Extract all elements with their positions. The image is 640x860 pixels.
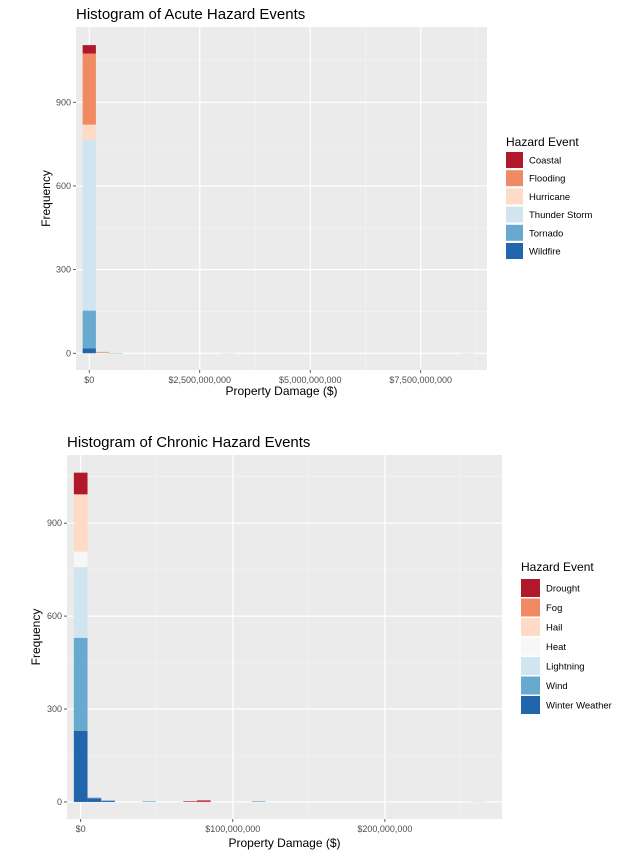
plot-panel [67, 455, 502, 819]
x-tick-label: $100,000,000 [205, 824, 260, 834]
bar-winter-weather-bin-0 [73, 730, 88, 802]
legend: Hazard Event Drought Fog Hail Heat Lightning W… [521, 560, 612, 714]
bar-wildfire-bin-0 [82, 348, 96, 354]
legend-label-drought: Drought [546, 584, 580, 595]
bar-drought-bin-0 [73, 472, 88, 495]
y-tick-label: 0 [57, 797, 62, 807]
bar-wind-bin-1 [87, 797, 102, 799]
legend-key-hail [521, 618, 540, 636]
bar-thunder-storm-bin-2 [109, 352, 123, 354]
legend-label-coastal: Coastal [529, 156, 561, 167]
bar-fog-bin-5 [197, 801, 211, 803]
legend-label-heat: Heat [546, 642, 566, 653]
bar-wind-bin-0 [73, 637, 88, 731]
y-axis-title: Frequency [39, 170, 53, 227]
legend-key-wildfire [506, 243, 523, 259]
legend-label-flooding: Flooding [529, 174, 565, 185]
legend-key-drought [521, 579, 540, 597]
bar-wind-bin-3 [142, 801, 156, 802]
chart-histogram-of-acute-hazard-events: 0 300 600 900 $0 $2,500,000,000 $5,000,000,000… [39, 6, 592, 398]
legend-key-heat [521, 637, 540, 656]
y-tick-label: 300 [47, 704, 62, 714]
legend-label-hail: Hail [546, 623, 562, 634]
y-tick-label: 600 [47, 611, 62, 621]
x-tick-label: $7,500,000,000 [389, 375, 452, 385]
bar-thunder-storm-bin-0 [82, 139, 96, 311]
bar-wind-bin-2 [101, 800, 115, 802]
bar-tornado-bin-0 [82, 310, 96, 349]
legend-key-coastal [506, 152, 523, 168]
bar-wind-bin-6 [251, 801, 266, 802]
legend-key-wind [521, 676, 540, 695]
bar-lightning-bin-7 [470, 801, 485, 802]
legend-key-thunder-storm [506, 206, 523, 223]
y-tick-label: 900 [56, 97, 71, 107]
legend-key-tornado [506, 224, 523, 241]
legend-key-lightning [521, 657, 540, 675]
y-tick-label: 900 [47, 518, 62, 528]
bar-hail-bin-0 [73, 494, 88, 552]
x-axis-title: Property Damage ($) [228, 836, 340, 850]
bar-drought-bin-5 [197, 800, 211, 802]
legend-key-winter-weather [521, 696, 540, 714]
bar-winter-weather-bin-1 [87, 798, 102, 802]
bar-tornado-bin-2 [109, 352, 123, 354]
legend-label-hurricane: Hurricane [529, 192, 570, 203]
x-tick-label: $200,000,000 [357, 824, 412, 834]
plot-panel [76, 27, 487, 370]
bar-heat-bin-0 [73, 551, 88, 568]
bar-flooding-bin-0 [82, 53, 96, 125]
legend-key-hurricane [506, 188, 523, 205]
x-axis-title: Property Damage ($) [225, 384, 337, 398]
legend-title: Hazard Event [506, 135, 579, 149]
bar-thunder-storm-bin-1 [95, 352, 110, 354]
bar-winter-weather-bin-2 [101, 801, 115, 802]
bar-coastal-bin-0 [82, 45, 96, 54]
legend-label-thunder-storm: Thunder Storm [529, 210, 592, 221]
legend-key-fog [521, 598, 540, 617]
bar-thunder-storm-bin-3 [221, 352, 236, 354]
x-tick-label: $2,500,000,000 [168, 375, 231, 385]
bar-drought-bin-4 [183, 801, 198, 802]
legend-label-tornado: Tornado [529, 228, 563, 239]
bar-flooding-bin-1 [95, 351, 110, 353]
y-tick-label: 0 [66, 348, 71, 358]
x-tick-label: $0 [84, 375, 94, 385]
legend-label-winter-weather: Winter Weather [546, 701, 612, 712]
x-tick-label: $0 [76, 824, 86, 834]
chart-title: Histogram of Chronic Hazard Events [67, 434, 310, 451]
chart-title: Histogram of Acute Hazard Events [76, 6, 305, 23]
legend-label-lightning: Lightning [546, 662, 585, 673]
legend-label-wildfire: Wildfire [529, 247, 561, 258]
legend-key-flooding [506, 170, 523, 187]
chart-histogram-of-chronic-hazard-events: 0 300 600 900 $0 $100,000,000 $200,000,000 Hist… [29, 434, 612, 850]
bar-thunder-storm-bin-4 [460, 352, 474, 354]
y-tick-label: 600 [56, 181, 71, 191]
legend: Hazard Event Coastal Flooding Hurricane Thun… [506, 135, 592, 259]
legend-label-fog: Fog [546, 603, 562, 614]
legend-title: Hazard Event [521, 560, 594, 574]
bar-hurricane-bin-0 [82, 124, 96, 140]
legend-label-wind: Wind [546, 681, 568, 692]
y-tick-label: 300 [56, 265, 71, 275]
y-axis-title: Frequency [29, 609, 43, 666]
x-tick-label: $5,000,000,000 [279, 375, 342, 385]
bar-lightning-bin-0 [73, 567, 88, 638]
